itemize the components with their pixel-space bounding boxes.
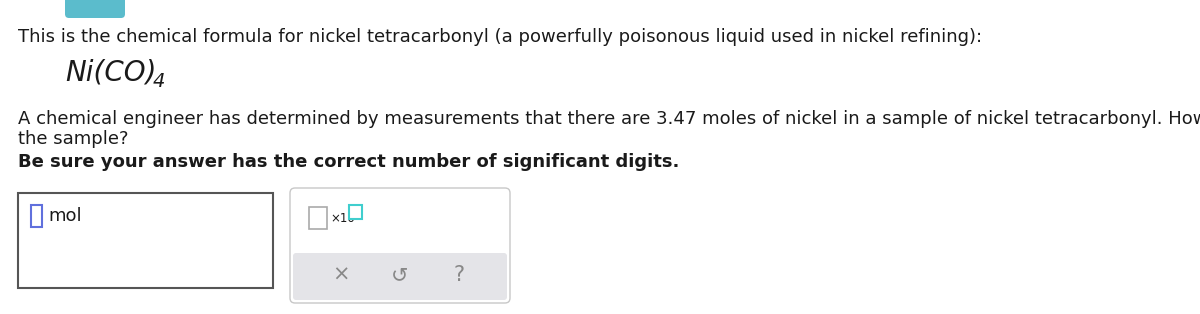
FancyBboxPatch shape: [290, 188, 510, 303]
Bar: [18, 193, 274, 288]
Bar: [349, 205, 362, 219]
FancyBboxPatch shape: [293, 253, 508, 300]
Text: ?: ?: [454, 265, 464, 285]
Text: A chemical engineer has determined by measurements that there are 3.47 moles of : A chemical engineer has determined by me…: [18, 110, 1200, 128]
Text: mol: mol: [48, 207, 82, 225]
Text: the sample?: the sample?: [18, 130, 128, 148]
Text: ×10: ×10: [330, 212, 355, 225]
Text: ×: ×: [332, 265, 350, 285]
Text: This is the chemical formula for nickel tetracarbonyl (a powerfully poisonous li: This is the chemical formula for nickel …: [18, 28, 982, 46]
Text: ⌄: ⌄: [85, 9, 104, 29]
Bar: [31, 205, 42, 227]
Text: Be sure your answer has the correct number of significant digits.: Be sure your answer has the correct numb…: [18, 153, 679, 171]
Text: 4: 4: [154, 72, 166, 91]
Text: Ni(CO): Ni(CO): [65, 58, 156, 86]
Bar: [310, 207, 326, 229]
Text: ↺: ↺: [391, 265, 409, 285]
FancyBboxPatch shape: [65, 0, 125, 18]
